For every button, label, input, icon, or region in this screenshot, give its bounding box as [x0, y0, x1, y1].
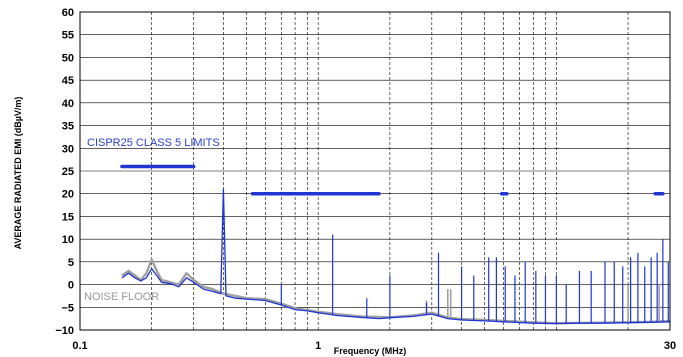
y-tick-label: 0: [68, 280, 74, 292]
plot-frame: [79, 11, 671, 331]
emi-trace-line: [121, 188, 671, 325]
x-axis-title: Frequency (MHz): [334, 346, 407, 356]
y-axis-title: AVERAGE RADIATED EMI (dBµV/m): [13, 97, 23, 250]
y-tick-label: −10: [55, 325, 74, 337]
y-tick-label: 55: [62, 30, 74, 42]
y-tick-label: 35: [62, 121, 74, 133]
noise-floor-annotation: NOISE FLOOR: [84, 291, 159, 303]
y-tick-label: 20: [62, 189, 74, 201]
x-tick-label: 30: [664, 340, 676, 352]
grid: [80, 11, 670, 331]
y-tick-label: 45: [62, 75, 74, 87]
x-tick-label: 1: [315, 340, 321, 352]
y-tick-label: 10: [62, 234, 74, 246]
limit-lines: [120, 164, 665, 196]
y-tick-label: 25: [62, 166, 74, 178]
limits-annotation: CISPR25 CLASS 5 LIMITS: [87, 137, 220, 149]
y-tick-label: 5: [68, 257, 74, 269]
y-tick-label: −5: [61, 302, 74, 314]
noise-floor-line: [121, 258, 671, 325]
y-tick-label: 40: [62, 98, 74, 110]
axes: [79, 11, 671, 331]
y-tick-label: 50: [62, 52, 74, 64]
x-tick-label: 0.1: [72, 340, 87, 352]
y-tick-label: 30: [62, 143, 74, 155]
data-series: [121, 188, 671, 325]
y-tick-label: 15: [62, 211, 74, 223]
y-tick-label: 60: [62, 7, 74, 19]
tick-labels: −10 −5 0 5 10 15 20 25 30 35 40 45 50 55 60 0.1 1 30: [55, 7, 676, 352]
